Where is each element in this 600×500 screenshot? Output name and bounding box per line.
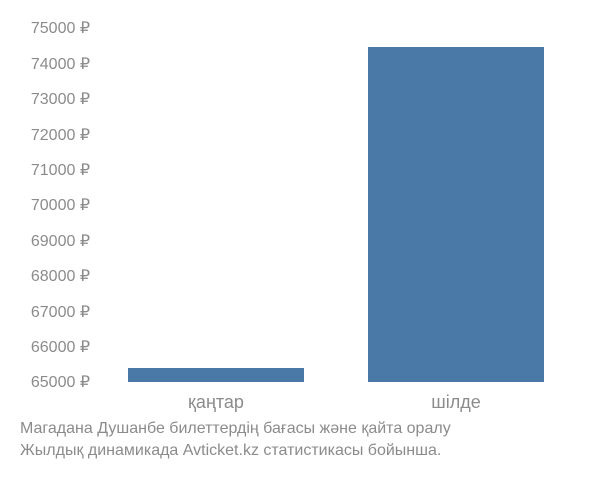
caption-line-1: Магадана Душанбе билеттердің бағасы және… [20, 418, 580, 440]
price-chart: Магадана Душанбе билеттердің бағасы және… [0, 0, 600, 500]
y-tick-label: 67000 ₽ [31, 302, 90, 322]
y-tick-label: 75000 ₽ [31, 18, 90, 38]
bar [368, 47, 543, 382]
y-tick-label: 68000 ₽ [31, 266, 90, 286]
y-tick-label: 66000 ₽ [31, 337, 90, 357]
y-tick-label: 72000 ₽ [31, 125, 90, 145]
y-tick-label: 74000 ₽ [31, 54, 90, 74]
chart-caption: Магадана Душанбе билеттердің бағасы және… [20, 418, 580, 461]
y-tick-label: 70000 ₽ [31, 195, 90, 215]
y-tick-label: 69000 ₽ [31, 231, 90, 251]
y-tick-label: 73000 ₽ [31, 89, 90, 109]
bar [128, 368, 303, 382]
y-tick-label: 71000 ₽ [31, 160, 90, 180]
plot-area [96, 28, 576, 382]
x-tick-label: шілде [431, 392, 480, 413]
x-tick-label: қаңтар [188, 392, 244, 413]
y-tick-label: 65000 ₽ [31, 372, 90, 392]
caption-line-2: Жылдық динамикада Avticket.kz статистика… [20, 440, 580, 462]
